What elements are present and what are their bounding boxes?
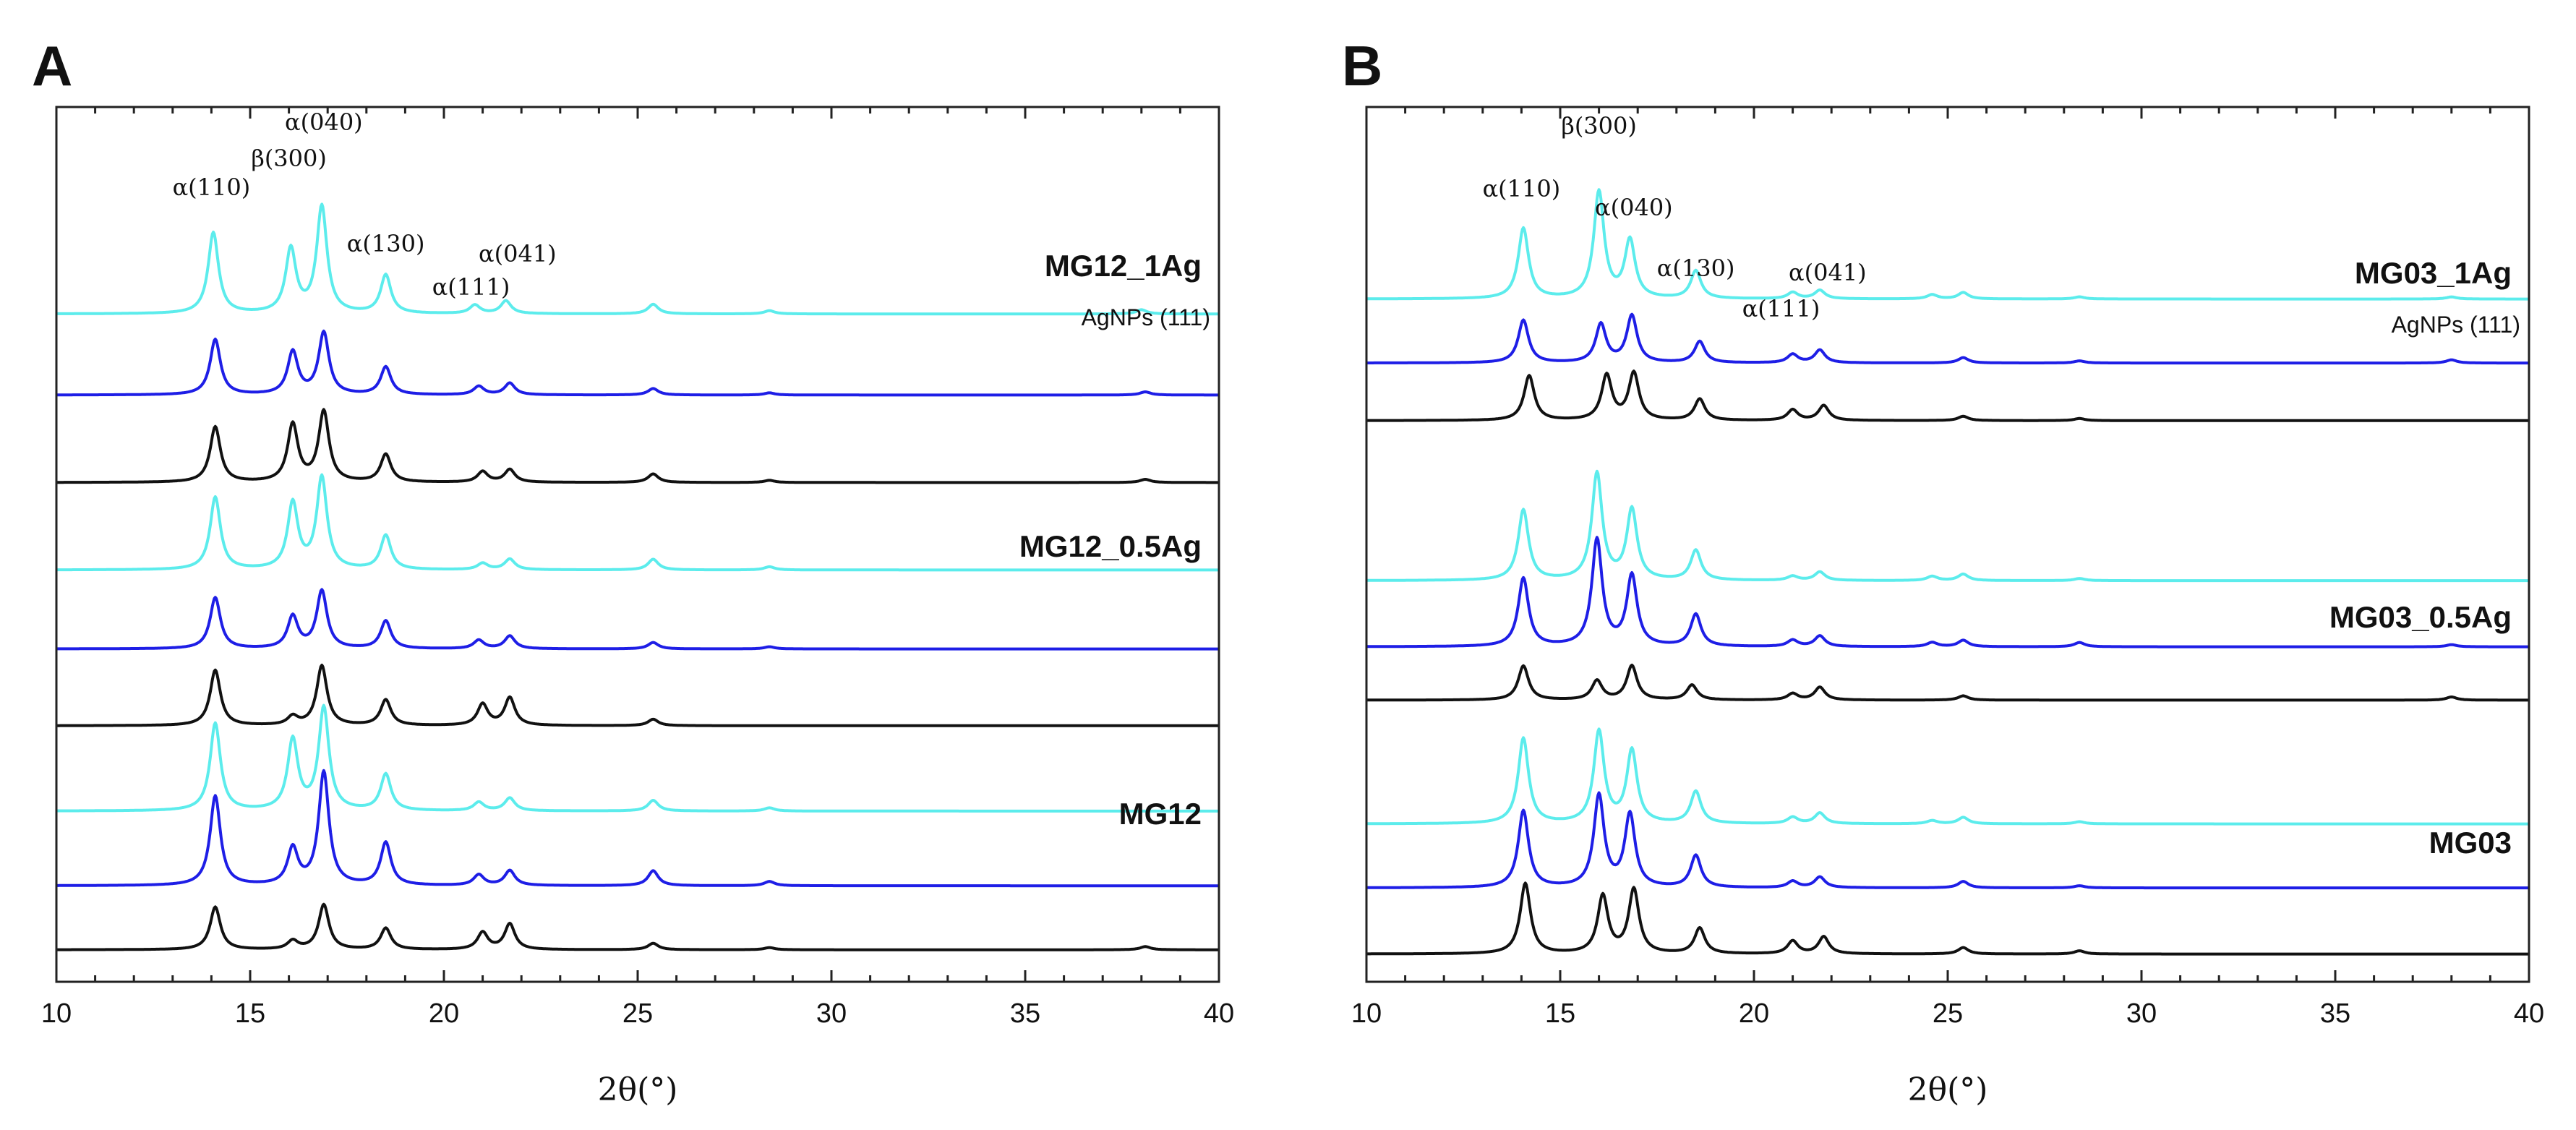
sample-label: MG12_1Ag bbox=[1045, 249, 1202, 283]
peak-label: β(300) bbox=[1561, 112, 1637, 140]
panel-letter-b: B bbox=[1342, 34, 1382, 98]
peak-label: α(130) bbox=[1657, 254, 1735, 282]
xrd-series-mg03-1ag-2 bbox=[1366, 369, 2530, 422]
x-tick-label: 40 bbox=[1204, 998, 1234, 1029]
xrd-series-mg03-0-5ag-2 bbox=[1366, 664, 2530, 702]
x-tick-label: 30 bbox=[816, 998, 847, 1029]
panel-b-peak-labels: α(110) β(300) α(040) α(130) α(111) α(041) bbox=[1483, 112, 1867, 322]
xrd-series-mg12-1ag-2 bbox=[56, 408, 1220, 484]
xrd-series-mg03-2 bbox=[1366, 881, 2530, 956]
panel-a: A α(110)β(300) α(040) α(130) α(111) α(041) M… bbox=[32, 34, 1234, 1108]
sample-label: MG03_0.5Ag bbox=[2329, 600, 2512, 634]
x-tick-label: 35 bbox=[2320, 998, 2350, 1029]
x-tick-label: 20 bbox=[429, 998, 459, 1029]
peak-label: α(111) bbox=[432, 273, 510, 301]
xrd-series-mg12-0-5ag-1 bbox=[56, 588, 1220, 651]
panel-b-frame bbox=[1365, 106, 2530, 983]
panel-a-x-axis-title: 2θ(°) bbox=[598, 1071, 678, 1108]
x-tick-label: 15 bbox=[1545, 998, 1575, 1029]
xrd-series-mg12-1ag-0 bbox=[56, 202, 1220, 316]
peak-label: α(110) bbox=[173, 174, 251, 201]
panel-b-x-axis-title: 2θ(°) bbox=[1908, 1071, 1988, 1108]
x-tick-label: 15 bbox=[235, 998, 265, 1029]
sample-label: MG12 bbox=[1119, 797, 1202, 831]
peak-label: α(111) bbox=[1742, 295, 1820, 322]
peak-label: α(041) bbox=[479, 240, 557, 267]
agnps-annotation: AgNPs (111) bbox=[1082, 304, 1210, 330]
x-tick-label: 25 bbox=[1933, 998, 1963, 1029]
xrd-series-mg03-0-5ag-1 bbox=[1366, 536, 2530, 649]
peak-label: α(041) bbox=[1789, 259, 1867, 286]
xrd-series-mg12-0 bbox=[56, 703, 1220, 813]
xrd-series-mg12-1ag-1 bbox=[56, 329, 1220, 397]
x-tick-label: 40 bbox=[2514, 998, 2544, 1029]
x-tick-label: 30 bbox=[2126, 998, 2157, 1029]
x-tick-label: 20 bbox=[1739, 998, 1769, 1029]
xrd-series-mg12-2 bbox=[56, 902, 1220, 951]
xrd-series-mg12-1 bbox=[56, 769, 1220, 888]
xrd-series-mg12-0-5ag-0 bbox=[56, 473, 1220, 572]
x-tick-label: 10 bbox=[41, 998, 72, 1029]
xrd-series-mg03-0-5ag-0 bbox=[1366, 469, 2530, 583]
xrd-series-mg03-1 bbox=[1366, 791, 2530, 890]
peak-label: α(040) bbox=[285, 108, 363, 136]
panel-a-group-labels: MG12_1Ag AgNPs (111) MG12_0.5Ag MG12 bbox=[1019, 249, 1210, 831]
panel-a-x-axis: 10 15 20 25 30 35 40 bbox=[41, 107, 1234, 1029]
x-tick-label: 35 bbox=[1010, 998, 1040, 1029]
panel-letter-a: A bbox=[32, 34, 72, 98]
panel-b-group-labels: MG03_1Ag AgNPs (111) MG03_0.5Ag MG03 bbox=[2329, 256, 2520, 860]
panel-b-series bbox=[1366, 188, 2530, 956]
peak-label: β(300) bbox=[251, 145, 327, 172]
xrd-series-mg03-1ag-1 bbox=[1366, 312, 2530, 365]
panel-b-x-axis: 10 15 20 25 30 35 40 bbox=[1351, 107, 2544, 1029]
peak-label: α(110) bbox=[1483, 175, 1561, 202]
x-tick-label: 10 bbox=[1351, 998, 1382, 1029]
agnps-annotation: AgNPs (111) bbox=[2392, 312, 2520, 338]
xrd-series-mg03-1ag-0 bbox=[1366, 188, 2530, 301]
sample-label: MG12_0.5Ag bbox=[1019, 529, 1202, 563]
peak-label: α(130) bbox=[347, 230, 425, 257]
panel-b: B α(110) β(300) α(040) α(130) α(111) α(041) M… bbox=[1342, 34, 2544, 1108]
panel-a-peak-labels: α(110)β(300) α(040) α(130) α(111) α(041) bbox=[173, 108, 557, 301]
x-tick-label: 25 bbox=[622, 998, 653, 1029]
sample-label: MG03 bbox=[2429, 826, 2512, 860]
peak-label: α(040) bbox=[1595, 194, 1673, 221]
xrd-series-mg12-0-5ag-2 bbox=[56, 664, 1220, 727]
panel-a-series bbox=[56, 202, 1220, 951]
sample-label: MG03_1Ag bbox=[2355, 256, 2512, 290]
xrd-series-mg03-0 bbox=[1366, 727, 2530, 826]
